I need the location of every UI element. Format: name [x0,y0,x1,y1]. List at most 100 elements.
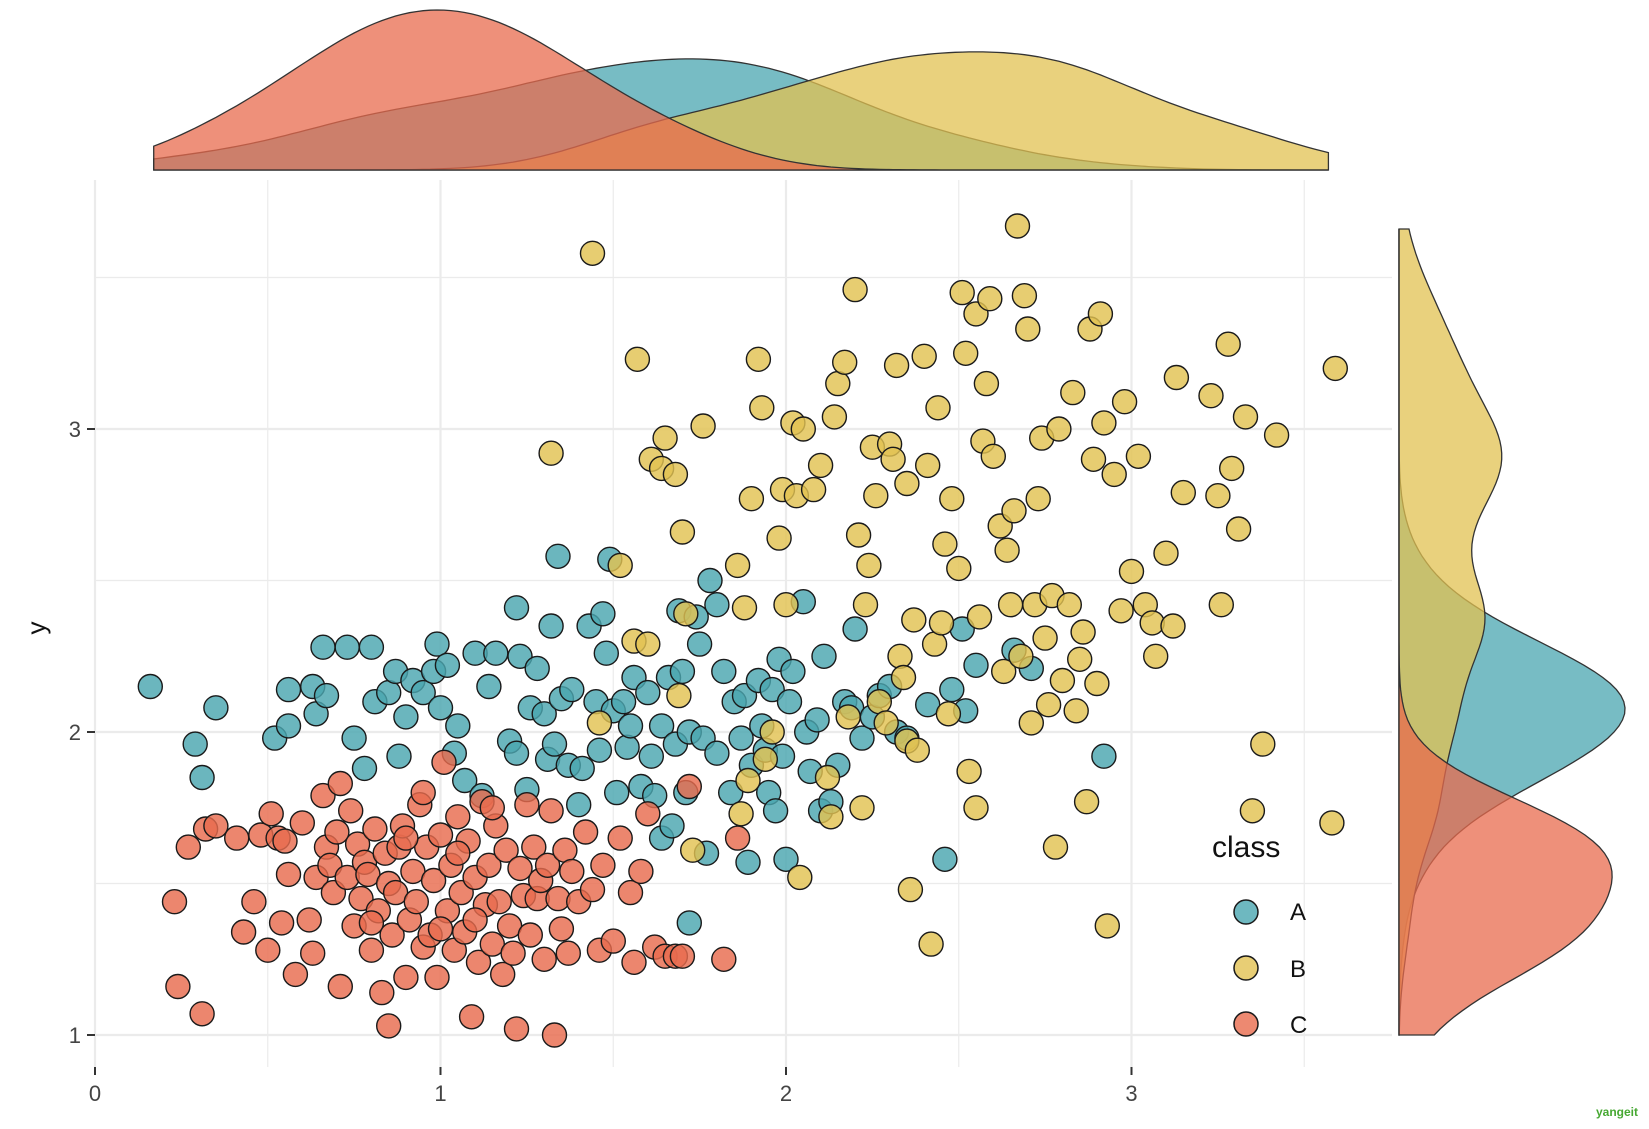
point-a-81 [704,592,730,618]
point-c-93 [555,940,581,966]
point-b-19 [735,767,761,794]
point-b-54 [894,470,920,497]
point-b-59 [911,343,937,369]
point-b-65 [932,531,958,557]
point-a-43 [541,731,568,757]
point-b-80 [991,658,1017,685]
point-c-86 [531,946,557,972]
point-c-88 [538,798,564,824]
point-b-130 [1250,731,1276,757]
point-b-99 [1060,379,1086,406]
point-c-54 [420,867,447,894]
point-c-26 [327,770,353,797]
point-b-32 [800,476,827,503]
point-a-84 [718,779,744,806]
x-tick-label-2: 2 [780,1081,792,1106]
point-a-98 [773,846,799,872]
point-a-83 [711,658,737,685]
point-b-106 [1084,670,1110,697]
gridlines [93,180,1392,1067]
point-c-10 [255,937,281,963]
point-a-123 [963,652,989,678]
legend-label-b: B [1290,956,1306,983]
legend: class A B C [1212,831,1307,1039]
point-a-126 [1091,743,1117,769]
point-b-52 [887,643,913,669]
point-c-118 [462,907,488,933]
point-a-12 [341,725,367,751]
point-a-11 [334,634,360,660]
point-b-11 [666,682,692,709]
point-c-119 [427,916,454,942]
point-c-117 [393,825,419,851]
point-b-27 [773,592,799,618]
point-a-58 [610,689,637,715]
point-b-67 [939,486,965,512]
point-b-123 [1205,483,1231,509]
point-a-53 [590,601,616,627]
point-b-33 [807,452,834,479]
point-b-121 [1170,479,1197,506]
point-a-75 [676,910,702,936]
point-b-114 [1125,443,1152,469]
point-b-40 [842,276,868,303]
point-a-120 [939,676,965,703]
right-marginal-density [1398,228,1626,1036]
point-b-34 [814,764,841,791]
point-a-49 [569,755,595,782]
point-a-94 [759,676,785,703]
point-a-32 [483,640,509,666]
x-tick-label-0: 0 [89,1081,101,1106]
point-b-5 [624,346,651,372]
point-b-107 [1087,301,1114,327]
point-c-109 [669,943,696,969]
point-c-112 [724,825,751,851]
point-c-103 [621,949,647,975]
point-c-8 [241,889,267,915]
point-c-113 [358,910,385,936]
point-c-11 [258,801,284,827]
point-a-106 [811,643,837,669]
legend-key-c [1233,1011,1259,1037]
point-b-108 [1091,410,1117,436]
point-a-10 [313,682,340,709]
point-b-0 [538,440,564,466]
point-a-40 [531,701,557,727]
point-a-9 [310,634,336,660]
point-a-21 [410,679,436,706]
point-b-113 [1118,558,1145,585]
point-c-1 [165,973,191,1000]
point-a-80 [697,567,723,594]
point-b-88 [1018,710,1045,736]
point-a-6 [275,676,302,703]
point-a-64 [638,743,664,769]
point-c-78 [503,1016,530,1042]
point-b-102 [1070,619,1096,645]
point-b-24 [759,719,785,745]
point-a-35 [503,740,530,766]
point-b-9 [652,425,678,451]
point-c-65 [458,1004,485,1030]
point-b-30 [787,864,813,891]
point-b-31 [790,416,816,442]
point-c-61 [445,804,471,830]
x-tick-label-1: 1 [434,1081,446,1106]
point-b-74 [966,604,993,630]
point-c-56 [427,822,454,848]
point-a-14 [358,634,385,660]
point-b-129 [1239,798,1266,824]
point-a-3 [203,695,229,721]
point-c-14 [272,828,298,854]
point-a-27 [445,713,471,739]
point-a-44 [545,543,571,569]
point-a-54 [593,640,619,666]
point-a-16 [376,679,402,706]
point-c-5 [203,813,229,839]
point-c-99 [590,852,616,878]
point-b-20 [738,486,765,512]
point-c-25 [324,819,350,845]
point-c-57 [431,749,457,775]
point-a-39 [524,655,550,682]
point-b-17 [728,801,754,827]
point-c-82 [517,922,543,948]
